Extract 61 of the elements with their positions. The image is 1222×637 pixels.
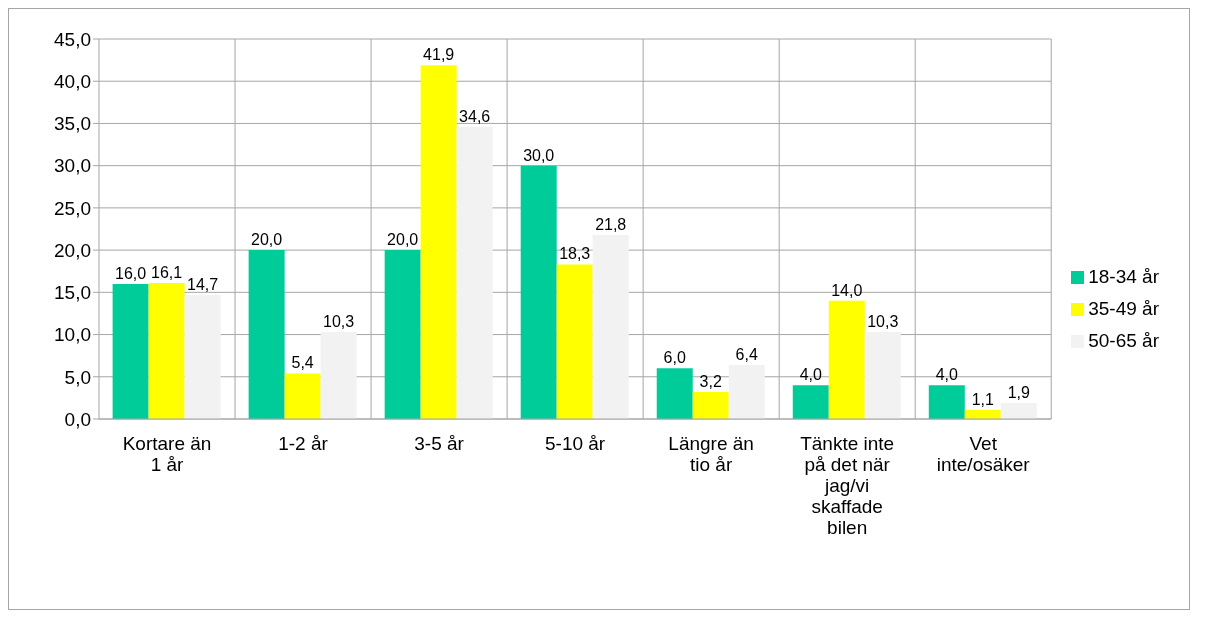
bar (284, 373, 321, 419)
data-label: 16,0 (115, 264, 147, 282)
data-label: 10,3 (867, 313, 899, 331)
data-label: 10,3 (323, 313, 355, 331)
data-label: 5,4 (291, 354, 314, 372)
data-label: 20,0 (387, 231, 419, 249)
bar (692, 391, 729, 419)
data-label: 16,1 (151, 264, 183, 282)
data-label: 41,9 (423, 46, 455, 64)
bar (592, 234, 629, 419)
data-label: 3,2 (699, 372, 722, 390)
x-tick-label: 1-2 år (278, 433, 329, 455)
bar (656, 368, 693, 419)
data-label: 14,7 (187, 275, 219, 293)
x-tick-label: 5-10 år (545, 433, 606, 455)
x-tick-label: Vet inte/osäker (936, 433, 1031, 475)
x-tick-label: Kortare än 1 år (122, 433, 212, 475)
data-label: 21,8 (595, 215, 627, 233)
data-label: 18,3 (559, 245, 591, 263)
bar (828, 300, 865, 419)
bar (456, 126, 493, 419)
x-tick-label: 3-5 år (414, 433, 465, 455)
bar (792, 385, 829, 419)
y-tick-label: 15,0 (54, 282, 91, 304)
bar (320, 332, 357, 419)
y-tick-label: 35,0 (54, 113, 91, 135)
bar (184, 294, 221, 419)
bar (520, 165, 557, 419)
data-label: 4,0 (935, 366, 959, 384)
data-label: 6,4 (735, 345, 758, 363)
data-label: 34,6 (459, 107, 491, 125)
y-tick-label: 10,0 (54, 324, 91, 346)
y-tick-label: 0,0 (64, 408, 91, 430)
data-label: 1,1 (971, 390, 995, 408)
data-label: 14,0 (831, 281, 863, 299)
bar (864, 332, 901, 419)
bar (728, 364, 765, 419)
data-label: 4,0 (799, 366, 822, 384)
y-tick-label: 5,0 (64, 366, 91, 388)
legend-label: 50-65 år (1088, 330, 1159, 351)
y-tick-label: 30,0 (54, 155, 91, 177)
data-label: 30,0 (523, 146, 555, 164)
bar (1000, 402, 1037, 419)
y-tick-label: 20,0 (54, 239, 91, 261)
bar (928, 385, 965, 419)
x-tick-label: Tänkte inte på det när jag/vi skaffade bilen (800, 433, 895, 538)
bar (148, 283, 185, 419)
y-tick-label: 25,0 (54, 197, 91, 219)
data-label: 1,9 (1007, 383, 1031, 401)
bar (556, 264, 593, 419)
y-tick-label: 40,0 (54, 70, 91, 92)
data-label: 20,0 (251, 231, 283, 249)
bar (112, 283, 149, 419)
bar (384, 250, 421, 419)
legend-label: 35-49 år (1088, 298, 1159, 319)
legend-label: 18-34 år (1088, 266, 1159, 287)
y-tick-label: 45,0 (54, 28, 91, 50)
x-tick-label: Längre än tio år (668, 433, 754, 475)
bar (248, 250, 285, 419)
data-label: 6,0 (663, 349, 686, 367)
bar (420, 65, 457, 419)
